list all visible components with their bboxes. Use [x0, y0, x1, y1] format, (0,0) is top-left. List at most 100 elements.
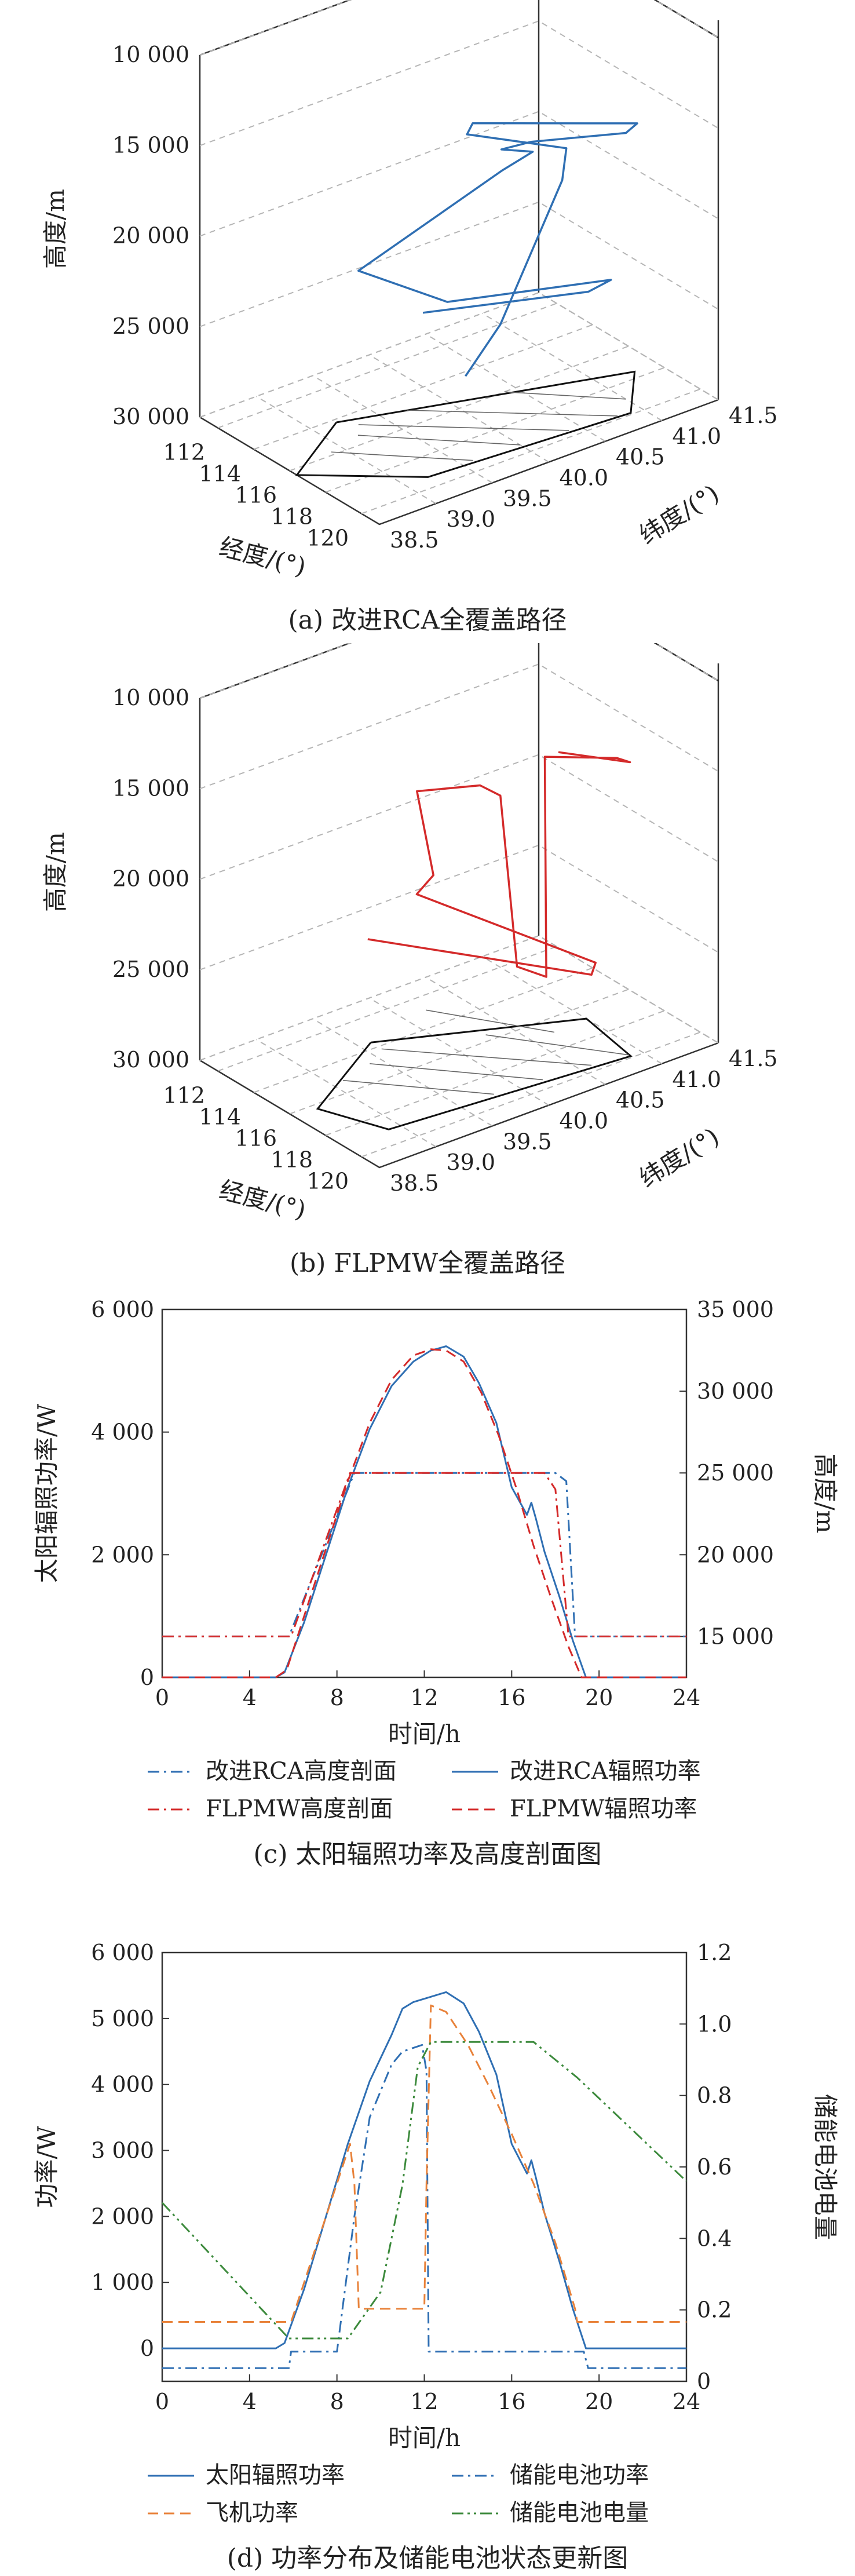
- chart-a-z-tick-3: 25 000: [112, 313, 189, 339]
- chart-b-z-tick-0: 10 000: [112, 685, 189, 710]
- chart-d-caption: (d) 功率分布及储能电池状态更新图: [227, 2544, 628, 2573]
- chart-a-y-tick-0: 38.5: [390, 527, 439, 553]
- chart-d-yl-tick-5: 5 000: [91, 2006, 154, 2031]
- chart-b-caption: (b) FLPMW全覆盖路径: [290, 1249, 565, 1278]
- chart-b-y-grid-6: [538, 935, 719, 1043]
- chart-c-series-line-0: [162, 1472, 686, 1637]
- chart-c-x-tick-0: 0: [155, 1685, 169, 1710]
- chart-a-region-hatch-1: [357, 435, 520, 446]
- chart-a-region-hatch-4: [504, 391, 626, 400]
- chart-b-y-grid-2: [312, 1018, 493, 1127]
- chart-d-x-tick-4: 16: [498, 2389, 525, 2414]
- chart-d-x-tick-5: 20: [585, 2389, 613, 2414]
- chart-c-yl-tick-1: 2 000: [91, 1542, 154, 1567]
- chart-b-x-tick-2: 116: [235, 1126, 277, 1151]
- chart-b-x-tick-1: 114: [199, 1104, 241, 1130]
- chart-a-x-label: 经度/(°): [217, 532, 309, 581]
- chart-c-yl-tick-0: 0: [140, 1665, 154, 1690]
- chart-d-yl-tick-2: 2 000: [91, 2203, 154, 2229]
- chart-d-yr-tick-6: 1.2: [697, 1940, 732, 1965]
- chart-d-x-label: 时间/h: [388, 2424, 461, 2452]
- chart-b-y-tick-5: 41.0: [673, 1067, 722, 1092]
- chart-d-series-line-1: [162, 2044, 686, 2369]
- chart-c-series-line-2: [162, 1472, 686, 1637]
- chart-c-yr-tick-2: 25 000: [697, 1460, 774, 1486]
- chart-c-yr-tick-4: 35 000: [697, 1297, 774, 1322]
- chart-c-series-line-3: [162, 1348, 686, 1679]
- chart-b-x-label: 经度/(°): [217, 1176, 309, 1224]
- chart-d-legend-label-2: 飞机功率: [206, 2500, 298, 2526]
- chart-b-x-tick-3: 118: [271, 1147, 313, 1173]
- chart-d-yr-tick-1: 0.2: [697, 2297, 732, 2323]
- chart-c-legend-label-0: 改进RCA高度剖面: [206, 1758, 397, 1785]
- chart-a-y-tick-5: 41.0: [673, 424, 722, 449]
- chart-c-x-tick-3: 12: [410, 1685, 438, 1710]
- chart-a-y-grid-3: [368, 354, 550, 463]
- chart-d-x-tick-1: 4: [243, 2389, 257, 2414]
- chart-panel-c: 0 4 8 12 16 20 24 0 2 000 4 000 6 000 15 000 20 000 2…: [0, 1286, 855, 1929]
- chart-b-flight-path-0: [367, 751, 631, 978]
- chart-d-yr-tick-0: 0: [697, 2369, 711, 2394]
- chart-a-caption: (a) 改进RCA全覆盖路径: [288, 605, 567, 635]
- chart-b-z-grid-2: [199, 754, 719, 880]
- chart-b-y-grid-1: [255, 1039, 437, 1148]
- chart-a-x-tick-1: 114: [199, 461, 241, 487]
- chart-a-z-grid-0: [199, 0, 719, 56]
- chart-b-z-grid-1: [199, 663, 719, 790]
- chart-b-y-tick-1: 39.0: [447, 1150, 496, 1175]
- chart-c-plot-frame: [161, 1308, 688, 1679]
- chart-a-y-grid-4: [425, 333, 606, 442]
- chart-c-x-tick-4: 16: [498, 1685, 525, 1710]
- chart-b-y-tick-2: 39.5: [503, 1129, 552, 1154]
- chart-d-series-line-3: [161, 2041, 688, 2340]
- chart-d-yr-tick-5: 1.0: [697, 2011, 732, 2037]
- chart-d-x-tick-3: 12: [410, 2389, 438, 2414]
- chart-d-yl-tick-0: 0: [140, 2336, 154, 2361]
- chart-b-z-tick-1: 15 000: [112, 775, 189, 801]
- chart-d-legend-label-0: 太阳辐照功率: [206, 2462, 345, 2489]
- chart-d-yl-tick-3: 3 000: [91, 2138, 154, 2163]
- chart-b-y-label: 纬度/(°): [634, 1122, 724, 1193]
- chart-panel-a: 10 000 15 000 20 000 25 000 30 000 112 114 116 1…: [0, 0, 855, 643]
- chart-b-top-wall-edge: [199, 643, 719, 699]
- chart-a-flight-path-0: [357, 122, 638, 377]
- chart-c-line-plot: 0 4 8 12 16 20 24 0 2 000 4 000 6 000 15 000 20 000 2…: [32, 1297, 839, 1869]
- chart-c-y-label-right: 高度/m: [811, 1454, 839, 1534]
- chart-d-legend-label-3: 储能电池电量: [510, 2500, 649, 2526]
- chart-panel-b: 10 000 15 000 20 000 25 000 30 000 112 114 116 1…: [0, 643, 855, 1286]
- chart-b-y-tick-3: 40.0: [560, 1108, 609, 1134]
- chart-a-z-tick-0: 10 000: [112, 42, 189, 67]
- chart-c-caption: (c) 太阳辐照功率及高度剖面图: [254, 1840, 602, 1869]
- chart-d-yl-tick-6: 6 000: [91, 1940, 154, 1965]
- chart-a-y-label: 纬度/(°): [634, 479, 724, 550]
- chart-a-y-tick-2: 39.5: [503, 486, 552, 511]
- chart-b-coverage-region: [316, 1017, 633, 1130]
- chart-b-z-label: 高度/m: [41, 832, 70, 912]
- chart-a-x-tick-0: 112: [163, 440, 205, 465]
- chart-b-y-tick-6: 41.5: [729, 1046, 778, 1071]
- chart-c-legend-label-1: 改进RCA辐照功率: [510, 1758, 701, 1785]
- chart-a-y-tick-6: 41.5: [729, 403, 778, 428]
- chart-b-x-tick-4: 120: [306, 1169, 349, 1194]
- chart-a-y-tick-3: 40.0: [560, 465, 609, 491]
- chart-b-region-hatch-4: [426, 1009, 555, 1033]
- chart-b-y-tick-4: 40.5: [616, 1088, 665, 1113]
- chart-a-x-tick-2: 116: [235, 483, 277, 508]
- chart-d-yr-tick-4: 0.8: [697, 2083, 732, 2108]
- chart-c-x-tick-2: 8: [330, 1685, 344, 1710]
- chart-a-floor-back-edges: [199, 291, 719, 418]
- chart-b-y-grid-3: [368, 997, 550, 1106]
- chart-d-plot-frame: [161, 1951, 688, 2382]
- chart-a-y-tick-4: 40.5: [616, 444, 665, 470]
- chart-d-x-tick-2: 8: [330, 2389, 344, 2414]
- chart-a-region-hatch-2: [331, 451, 473, 461]
- chart-d-yl-tick-1: 1 000: [91, 2269, 154, 2295]
- chart-b-z-tick-2: 20 000: [112, 866, 189, 892]
- chart-a-z-tick-4: 30 000: [112, 404, 189, 429]
- chart-a-top-wall-edge: [199, 0, 719, 56]
- chart-a-region-hatch-3: [407, 410, 618, 417]
- chart-a-z-label: 高度/m: [41, 189, 70, 269]
